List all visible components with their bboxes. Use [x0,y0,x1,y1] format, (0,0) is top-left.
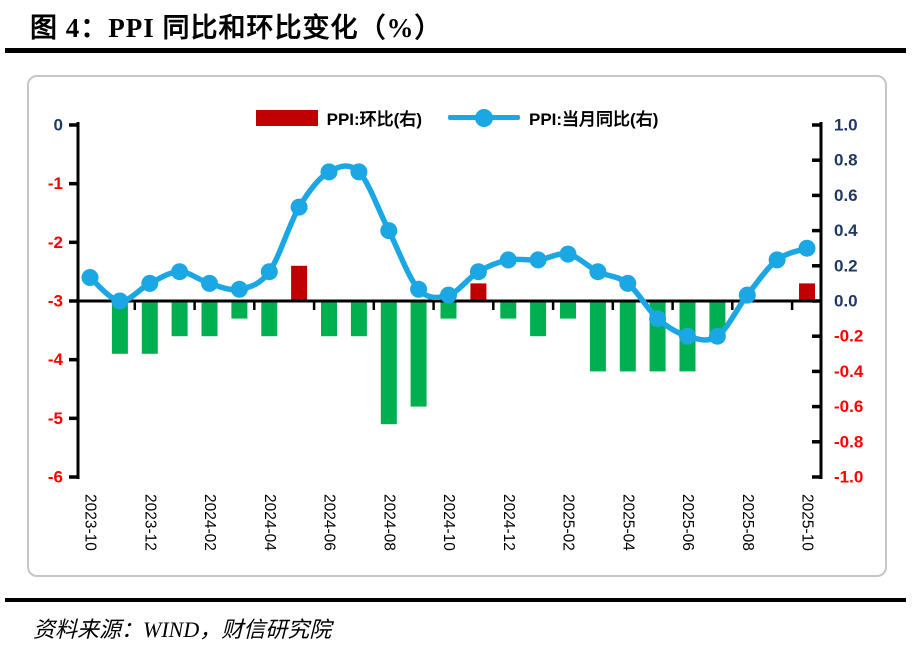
right-tick-label: -1.0 [834,468,863,487]
line-point [350,163,368,181]
left-tick-label: -2 [48,233,63,252]
line-point [589,263,607,281]
line-marker-swatch-icon [448,108,520,127]
bottom-rule [5,598,906,602]
bar-series [111,265,815,425]
bar [799,283,815,301]
x-tick-label: 2025-02 [560,494,577,551]
page-title: 图 4：PPI 同比和环比变化（%） [30,13,443,43]
line-point [440,286,457,304]
right-tick-label: -0.4 [834,362,864,381]
bar [201,301,218,337]
left-axis-ticks: 0 -1 -2 -3 -4 -5 -6 [48,116,78,487]
bar [589,301,606,372]
bar [560,301,576,319]
right-tick-label: 1.0 [834,116,858,135]
right-tick-label: -0.8 [834,432,863,451]
legend-item-ppi-mom: PPI:环比(右) [255,105,422,130]
title-underline [5,48,906,53]
right-tick-label: 0.8 [834,151,858,170]
right-tick-label: 0.0 [834,292,858,311]
line-point [290,198,308,216]
bar [500,301,517,319]
x-tick-label: 2024-06 [321,494,338,551]
x-axis-labels: 2023-10 2023-12 2024-02 2024-04 2024-06 2024-… [82,494,816,551]
right-tick-label: 0.6 [834,186,858,205]
right-tick-label: 0.4 [834,221,858,240]
x-tick-label: 2025-06 [679,494,696,551]
right-tick-label: 0.2 [834,256,858,275]
bar [380,301,397,425]
bar-swatch-icon [255,109,318,126]
line-point [260,263,278,281]
bar [321,301,337,337]
x-axis-ticks [133,301,794,310]
chart-frame: 0 -1 -2 -3 -4 -5 -6 1.0 0.8 0.6 0.4 0.2 0.0 -0.2 -0.4 -… [27,75,887,577]
bar [291,265,308,301]
line-point [469,263,487,281]
legend-item-ppi-yoy: PPI:当月同比(右) [448,105,658,130]
line-point [679,327,696,345]
line-point [320,163,338,181]
x-tick-label: 2025-08 [739,494,756,551]
right-tick-label: -0.2 [834,327,863,346]
bar [350,301,367,337]
x-tick-label: 2025-10 [799,494,816,551]
bar [619,301,636,372]
line-point [81,269,99,286]
x-tick-label: 2024-08 [380,494,397,551]
left-tick-label: -1 [48,174,63,193]
x-tick-label: 2025-04 [619,494,636,551]
bar [141,301,158,354]
bar [171,301,188,337]
right-tick-label: -0.6 [834,397,863,416]
left-tick-label: -6 [48,468,63,487]
bar [530,301,547,337]
line-point [141,274,159,292]
x-tick-label: 2024-12 [500,494,517,551]
line-point [230,280,248,298]
source-note: 资料来源：WIND，财信研究院 [33,617,332,642]
line-point [529,251,547,269]
right-axis-ticks: 1.0 0.8 0.6 0.4 0.2 0.0 -0.2 -0.4 -0.6 -0.8 -1.0 [812,116,864,487]
bar [231,301,248,319]
chart-canvas: 0 -1 -2 -3 -4 -5 -6 1.0 0.8 0.6 0.4 0.2 0.0 -0.2 -0.4 -… [48,116,864,552]
x-tick-label: 2023-10 [82,494,99,551]
bar [440,301,457,319]
line-point [201,274,218,292]
left-tick-label: -3 [48,292,63,311]
x-tick-label: 2024-04 [261,494,278,551]
line-point [738,286,756,304]
line-point [768,251,786,269]
x-tick-label: 2024-10 [440,494,457,551]
left-tick-label: -5 [48,409,63,428]
bar [410,301,427,407]
bar [261,301,278,337]
line-point [171,263,189,281]
line-point [619,274,637,292]
bar [470,283,487,301]
legend-label: PPI:环比(右) [326,110,422,129]
bar [709,301,726,337]
x-tick-label: 2023-12 [141,494,158,551]
line-point [111,292,129,310]
line-point [380,222,398,240]
line-markers [81,163,816,345]
left-tick-label: 0 [54,116,63,135]
line-point [499,251,517,269]
chart-legend: PPI:环比(右) PPI:当月同比(右) [29,105,885,130]
line-point [559,245,577,263]
left-tick-label: -4 [48,350,64,369]
line-point [708,327,726,345]
line-point [798,239,816,257]
line-point [649,310,667,328]
x-tick-label: 2024-02 [201,494,218,551]
legend-label: PPI:当月同比(右) [529,110,659,129]
line-point [410,280,428,298]
bar [111,301,128,354]
